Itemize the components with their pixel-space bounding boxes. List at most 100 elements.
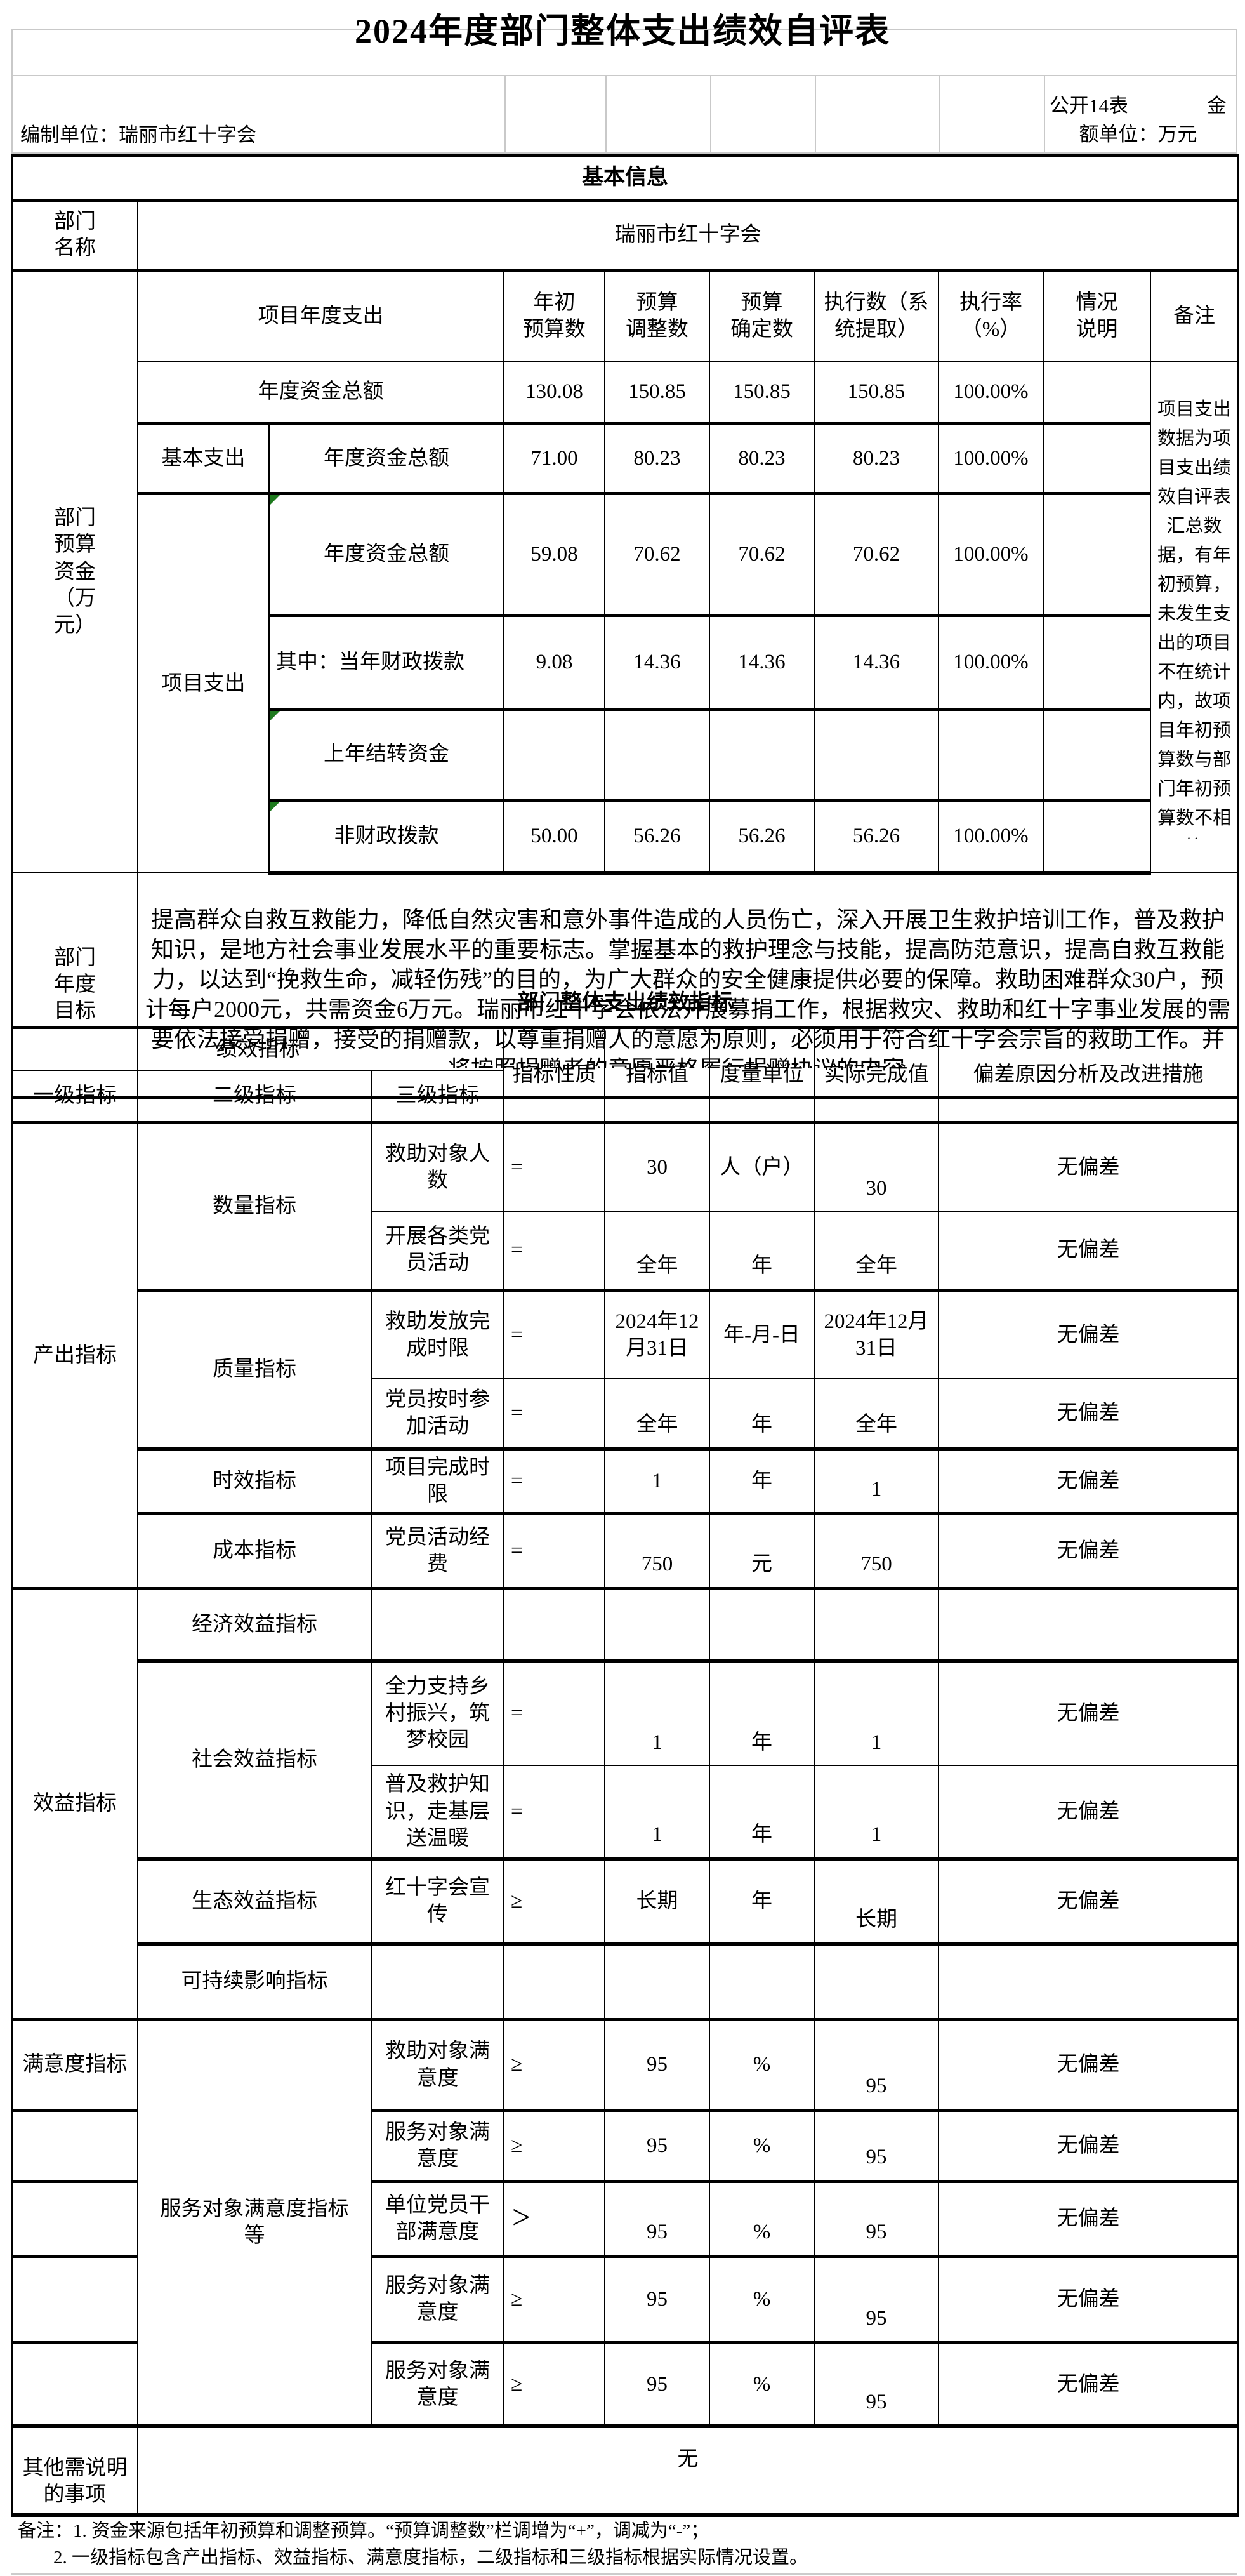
budget-rate: 100.00% <box>938 614 1044 711</box>
level1-cell <box>11 2109 138 2183</box>
budget-adjusted: 70.62 <box>604 493 710 617</box>
level1-cell: 效益指标 <box>11 1588 138 2021</box>
unit-cell: 元 <box>709 1513 815 1590</box>
level3-cell: 服务对象满意度 <box>371 2255 504 2344</box>
hdr-level3: 三级指标 <box>371 1070 504 1124</box>
actual-cell: 1 <box>814 1448 939 1515</box>
hdr-actual: 实际完成值 <box>814 1026 939 1124</box>
budget-name: 上年结转资金 <box>268 708 504 802</box>
budget-note <box>1043 614 1151 711</box>
prepared-by: 编制单位：瑞丽市红十字会 <box>20 124 256 146</box>
actual-cell <box>814 1943 939 2021</box>
budget-group: 基本支出 <box>137 423 270 495</box>
unit-cell: 年 <box>709 1211 815 1292</box>
gridline <box>1044 75 1045 155</box>
budget-note <box>1043 799 1151 875</box>
budget-note <box>1043 493 1151 617</box>
value-cell: 1 <box>604 1448 710 1515</box>
budget-executed: 14.36 <box>814 614 939 711</box>
gridline <box>710 75 711 155</box>
nature-cell: = <box>503 1289 605 1379</box>
actual-cell: 95 <box>814 2342 939 2428</box>
budget-row-label: 部门 预算 资金 （万 元） <box>11 269 138 873</box>
level2-cell: 质量指标 <box>137 1289 372 1451</box>
value-cell: 长期 <box>604 1858 710 1946</box>
dept-name-value: 瑞丽市红十字会 <box>137 199 1239 272</box>
actual-cell: 全年 <box>814 1378 939 1451</box>
nature-cell: = <box>503 1378 605 1451</box>
unit-cell: 年-月-日 <box>709 1289 815 1379</box>
budget-remark-text: 项目支出数据为项目支出绩效自评表汇总数据，有年初预算，未发生支出的项目不在统计内… <box>1157 399 1231 839</box>
indicator-section-header: 部门整体支出绩效指标 <box>11 980 1239 1029</box>
nature-cell: = <box>503 1660 605 1766</box>
col-header-initial: 年初 预算数 <box>503 269 605 362</box>
actual-cell: 1 <box>814 1660 939 1766</box>
nature-cell: = <box>503 1765 605 1861</box>
unit-cell: 年 <box>709 1765 815 1861</box>
level3-cell: 救助对象人数 <box>371 1122 504 1212</box>
level3-cell: 单位党员干部满意度 <box>371 2181 504 2258</box>
level2-cell: 服务对象满意度指标 等 <box>137 2019 372 2428</box>
deviation-cell: 无偏差 <box>938 1513 1239 1590</box>
budget-rate: 100.00% <box>938 493 1044 617</box>
deviation-cell: 无偏差 <box>938 1660 1239 1766</box>
col-header-executed: 执行数（系 统提取） <box>814 269 939 362</box>
value-cell: 2024年12月31日 <box>604 1289 710 1379</box>
budget-initial: 50.00 <box>503 799 605 875</box>
other-notes-value: 无 <box>137 2426 1239 2517</box>
budget-rate: 100.00% <box>938 423 1044 495</box>
budget-executed: 80.23 <box>814 423 939 495</box>
level3-cell <box>371 1943 504 2021</box>
footnotes: 备注：1. 资金来源包括年初预算和调整预算。“预算调整数”栏调增为“+”，调减为… <box>11 2518 1237 2575</box>
gridline <box>815 75 816 155</box>
unit-cell: 年 <box>709 1660 815 1766</box>
unit-cell: 年 <box>709 1378 815 1451</box>
value-cell: 95 <box>604 2019 710 2112</box>
nature-cell: = <box>503 1448 605 1515</box>
budget-name: 年度资金总额 <box>137 361 504 425</box>
budget-name-text: 上年结转资金 <box>324 743 449 766</box>
nature-cell: ＞ <box>503 2181 605 2258</box>
sheet-header: 编制单位：瑞丽市红十字会 公开14表 金 额单位：万元 <box>11 29 1237 155</box>
budget-initial: 9.08 <box>503 614 605 711</box>
value-cell <box>604 1943 710 2021</box>
value-cell: 95 <box>604 2181 710 2258</box>
green-corner-icon <box>270 495 280 505</box>
deviation-cell: 无偏差 <box>938 1448 1239 1515</box>
actual-cell: 95 <box>814 2019 939 2112</box>
nature-cell: ≥ <box>503 1858 605 1946</box>
actual-cell: 750 <box>814 1513 939 1590</box>
actual-cell: 2024年12月31日 <box>814 1289 939 1379</box>
col-header-remark: 备注 <box>1150 269 1239 362</box>
hdr-deviation: 偏差原因分析及改进措施 <box>938 1026 1239 1124</box>
level2-cell: 数量指标 <box>137 1122 372 1292</box>
budget-rate <box>938 708 1044 802</box>
gridline <box>504 75 506 155</box>
level2-cell: 时效指标 <box>137 1448 372 1515</box>
hdr-value: 指标值 <box>604 1026 710 1124</box>
unit-cell: % <box>709 2019 815 2112</box>
budget-initial: 59.08 <box>503 493 605 617</box>
level3-cell: 服务对象满意度 <box>371 2342 504 2428</box>
level3-cell: 普及救护知识，走基层送温暖 <box>371 1765 504 1861</box>
value-cell: 全年 <box>604 1211 710 1292</box>
budget-final: 150.85 <box>709 361 815 425</box>
budget-note <box>1043 361 1151 425</box>
other-notes-label: 其他需说明 的事项 <box>11 2426 138 2517</box>
level2-cell: 成本指标 <box>137 1513 372 1590</box>
deviation-cell: 无偏差 <box>938 2342 1239 2428</box>
col-header-note: 情况 说明 <box>1043 269 1151 362</box>
level3-cell: 红十字会宣传 <box>371 1858 504 1946</box>
nature-cell: = <box>503 1513 605 1590</box>
dept-name-label: 部门 名称 <box>11 199 138 272</box>
level3-cell <box>371 1588 504 1663</box>
level2-cell: 生态效益指标 <box>137 1858 372 1946</box>
green-corner-icon <box>270 710 280 721</box>
nature-cell: ≥ <box>503 2109 605 2183</box>
budget-name: 其中：当年财政拨款 <box>268 614 504 711</box>
budget-final: 14.36 <box>709 614 815 711</box>
level3-cell: 党员按时参加活动 <box>371 1378 504 1451</box>
actual-cell: 全年 <box>814 1211 939 1292</box>
budget-initial: 71.00 <box>503 423 605 495</box>
